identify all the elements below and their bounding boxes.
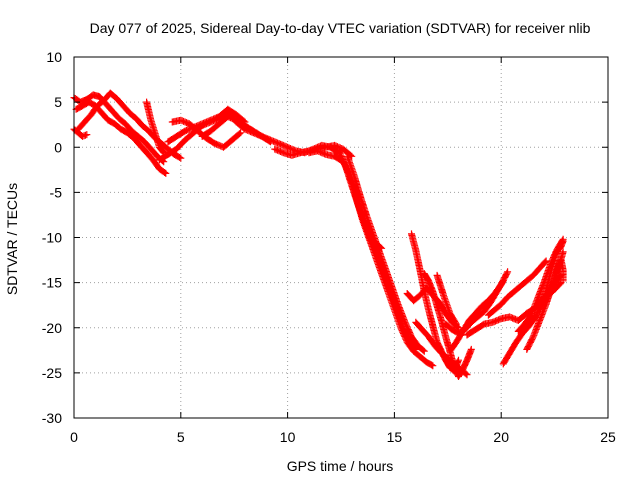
data-point-markers	[536, 237, 567, 314]
y-tick-label: -5	[50, 184, 63, 200]
series-track-20	[442, 277, 507, 337]
y-tick-label: 0	[54, 139, 62, 155]
tick-layer: 0 5 10 15 20 25 -30 -25 -20 -15 -10 -5 0 5 10	[42, 49, 616, 445]
y-tick-label: 5	[54, 94, 62, 110]
data-point-markers	[343, 152, 428, 355]
data-point-markers	[433, 271, 460, 328]
series-track-18	[412, 318, 471, 379]
y-tick-label: -15	[42, 275, 62, 291]
grid-layer	[74, 57, 608, 418]
x-tick-label: 5	[177, 429, 185, 445]
data-point-markers	[544, 255, 567, 301]
series-track-24	[484, 257, 550, 319]
x-tick-label: 15	[387, 429, 403, 445]
data-point-markers	[164, 105, 249, 146]
x-tick-label: 10	[280, 429, 296, 445]
y-tick-label: -25	[42, 365, 62, 381]
series-track-21	[433, 271, 460, 328]
y-axis-label: SDTVAR / TECUs	[4, 183, 20, 295]
y-tick-label: -30	[42, 410, 62, 426]
data-layer	[70, 89, 567, 380]
x-tick-label: 20	[493, 429, 509, 445]
x-axis-label: GPS time / hours	[287, 458, 394, 474]
x-tick-label: 25	[600, 429, 616, 445]
data-point-markers	[143, 98, 168, 157]
y-tick-label: 10	[46, 49, 62, 65]
chart-title: Day 077 of 2025, Sidereal Day-to-day VTE…	[90, 20, 591, 36]
data-point-markers	[412, 318, 471, 379]
series-track-13	[343, 152, 428, 355]
series-track-8	[164, 105, 249, 146]
data-point-markers	[365, 234, 437, 370]
series-track-28	[544, 255, 567, 301]
data-point-markers	[484, 257, 550, 319]
y-tick-label: -20	[42, 320, 62, 336]
y-tick-label: -10	[42, 230, 62, 246]
x-tick-label: 0	[70, 429, 78, 445]
data-point-markers	[442, 277, 507, 337]
series-track-27	[536, 237, 567, 314]
series-track-14	[365, 234, 437, 370]
series-track-5	[143, 98, 168, 157]
